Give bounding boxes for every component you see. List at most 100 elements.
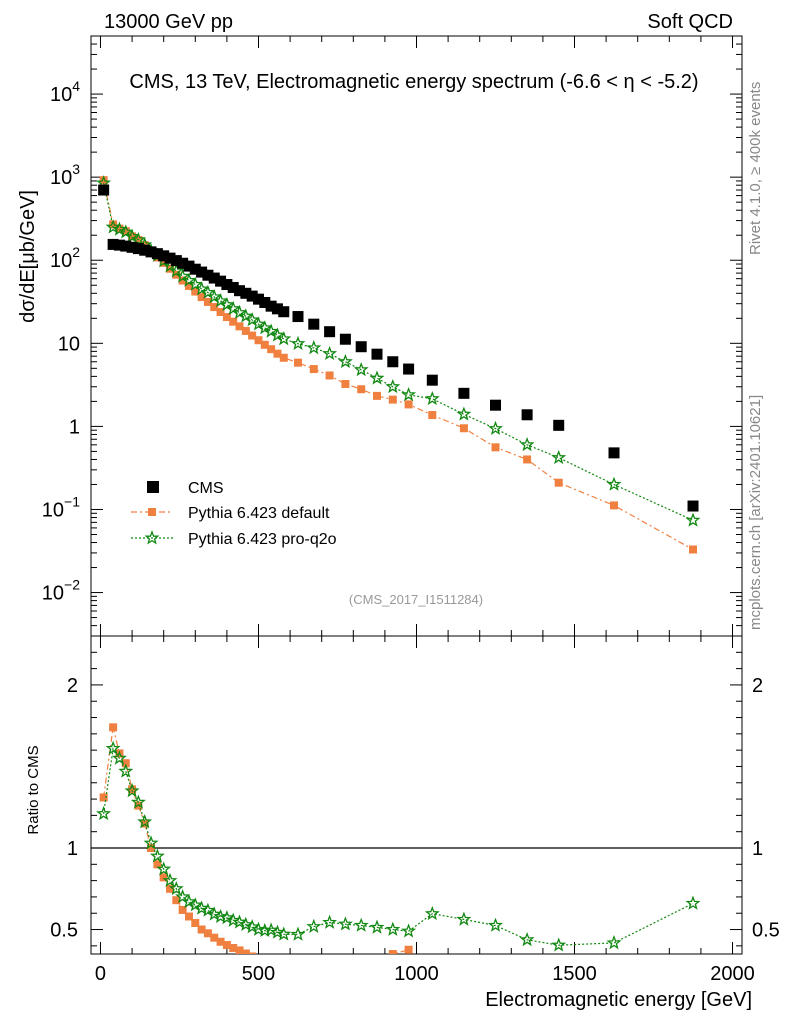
- pythia-proq2o-point: [206, 288, 222, 304]
- cms-point: [339, 333, 351, 345]
- side-label-mcplots: mcplots.cern.ch [arXiv:2401.10621]: [747, 395, 764, 630]
- ratio-pythia-default-point: [121, 759, 130, 768]
- pythia-default-point: [357, 385, 366, 394]
- pythia-default-point: [222, 313, 231, 322]
- pythia-default-point: [554, 478, 563, 487]
- ratio-pythia-proq2o-point: [269, 924, 285, 939]
- pythia-default-point: [191, 287, 200, 296]
- y-axis-label-ratio: Ratio to CMS: [25, 745, 42, 834]
- ratio-pythia-default-point: [172, 896, 181, 905]
- side-label-rivet: Rivet 4.1.0, ≥ 400k events: [747, 82, 764, 255]
- chart-title: CMS, 13 TeV, Electromagnetic energy spec…: [129, 71, 698, 93]
- header-right: Soft QCD: [647, 11, 733, 33]
- x-tick-label: 500: [242, 963, 275, 985]
- cms-point: [426, 374, 438, 386]
- pythia-default-point: [273, 349, 282, 358]
- pythia-default-point: [99, 176, 108, 185]
- ratio-pythia-default-point: [357, 957, 365, 965]
- cms-point: [227, 281, 239, 293]
- cms-point: [324, 326, 336, 338]
- cms-point: [265, 300, 277, 312]
- pythia-default-point: [235, 322, 244, 331]
- ratio-pythia-default-point: [191, 919, 200, 928]
- pythia-default-point: [267, 345, 276, 354]
- ratio-pythia-proq2o-point: [488, 917, 503, 932]
- ratio-pythia-default-point: [235, 946, 244, 954]
- pythia-proq2o-point: [306, 340, 322, 355]
- pythia-proq2o-point: [232, 304, 247, 319]
- legend-label-pythia-proq2o: Pythia 6.423 pro-q2o: [188, 531, 337, 548]
- pythia-proq2o-point: [322, 345, 338, 360]
- ratio-pythia-proq2o-point: [124, 783, 140, 798]
- cms-point: [126, 241, 138, 253]
- y-tick-label-ratio-right: 0.5: [752, 920, 780, 942]
- cms-point: [271, 303, 283, 315]
- pythia-proq2o-point: [488, 420, 503, 436]
- ratio-pythia-default-point: [241, 949, 250, 954]
- ratio-pythia-default-point: [341, 960, 349, 968]
- cms-point: [246, 290, 258, 302]
- ratio-pythia-default-point: [248, 952, 257, 954]
- pythia-default-point: [115, 224, 124, 233]
- ratio-panel-frame: [90, 635, 743, 955]
- analysis-tag: (CMS_2017_I1511284): [349, 592, 483, 607]
- pythia-default-point: [121, 227, 130, 236]
- pythia-default-point: [279, 353, 288, 362]
- pythia-proq2o-line: [103, 182, 694, 521]
- pythia-proq2o-point: [225, 300, 241, 316]
- ratio-pythia-proq2o-point: [244, 919, 260, 934]
- legend-marker-pythia-proq2o: [144, 530, 160, 545]
- pythia-proq2o-point: [606, 476, 622, 491]
- pythia-default-point: [491, 443, 500, 452]
- cms-point: [113, 239, 125, 251]
- ratio-pythia-proq2o-point: [385, 921, 401, 936]
- pythia-default-point: [241, 326, 250, 335]
- ratio-pythia-proq2o-point: [105, 740, 121, 755]
- ratio-pythia-proq2o-point: [276, 926, 292, 941]
- cms-point: [189, 263, 201, 275]
- x-tick-label: 2000: [710, 963, 755, 985]
- pythia-default-point: [260, 340, 269, 349]
- ratio-pythia-default-point: [140, 819, 149, 828]
- y-tick-label-ratio: 1: [67, 838, 78, 860]
- ratio-pythia-default-point: [388, 950, 397, 954]
- cms-point: [183, 260, 195, 272]
- ratio-pythia-proq2o-point: [130, 794, 146, 809]
- pythia-proq2o-point: [124, 228, 140, 243]
- x-tick-label: 0: [95, 963, 106, 985]
- ratio-pythia-proq2o-point: [401, 923, 417, 938]
- pythia-default-point: [341, 379, 350, 388]
- pythia-proq2o-point: [257, 320, 273, 335]
- pythia-default-point: [428, 411, 437, 420]
- ratio-pythia-proq2o-point: [156, 861, 172, 876]
- pythia-default-point: [178, 276, 187, 285]
- cms-point: [252, 293, 264, 305]
- pythia-default-point: [254, 336, 263, 345]
- ratio-pythia-default-point: [216, 937, 225, 946]
- ratio-pythia-proq2o-point: [353, 917, 369, 932]
- pythia-proq2o-point: [213, 292, 229, 308]
- ratio-pythia-proq2o-point: [137, 814, 153, 829]
- cms-point: [145, 246, 157, 258]
- ratio-pythia-default-point: [147, 844, 156, 852]
- pythia-proq2o-point: [519, 436, 535, 452]
- pythia-proq2o-point: [551, 449, 567, 465]
- cms-point: [458, 387, 470, 399]
- ratio-pythia-proq2o-point: [181, 893, 197, 909]
- ratio-pythia-proq2o-point: [251, 921, 266, 936]
- y-tick-label-ratio: 0.5: [50, 920, 78, 942]
- cms-point: [132, 243, 144, 255]
- pythia-default-point: [404, 400, 413, 409]
- cms-point: [164, 252, 176, 264]
- pythia-default-point: [293, 358, 302, 367]
- ratio-pythia-proq2o-point: [219, 909, 235, 925]
- y-tick-label-ratio-right: 2: [752, 675, 763, 697]
- header-left: 13000 GeV pp: [104, 11, 233, 33]
- pythia-proq2o-point: [219, 296, 235, 312]
- pythia-default-point: [248, 331, 257, 340]
- y-tick-label-main: 1: [69, 416, 80, 438]
- ratio-pythia-proq2o-point: [551, 937, 567, 952]
- ratio-pythia-proq2o-point: [238, 916, 254, 932]
- pythia-default-point: [210, 303, 219, 312]
